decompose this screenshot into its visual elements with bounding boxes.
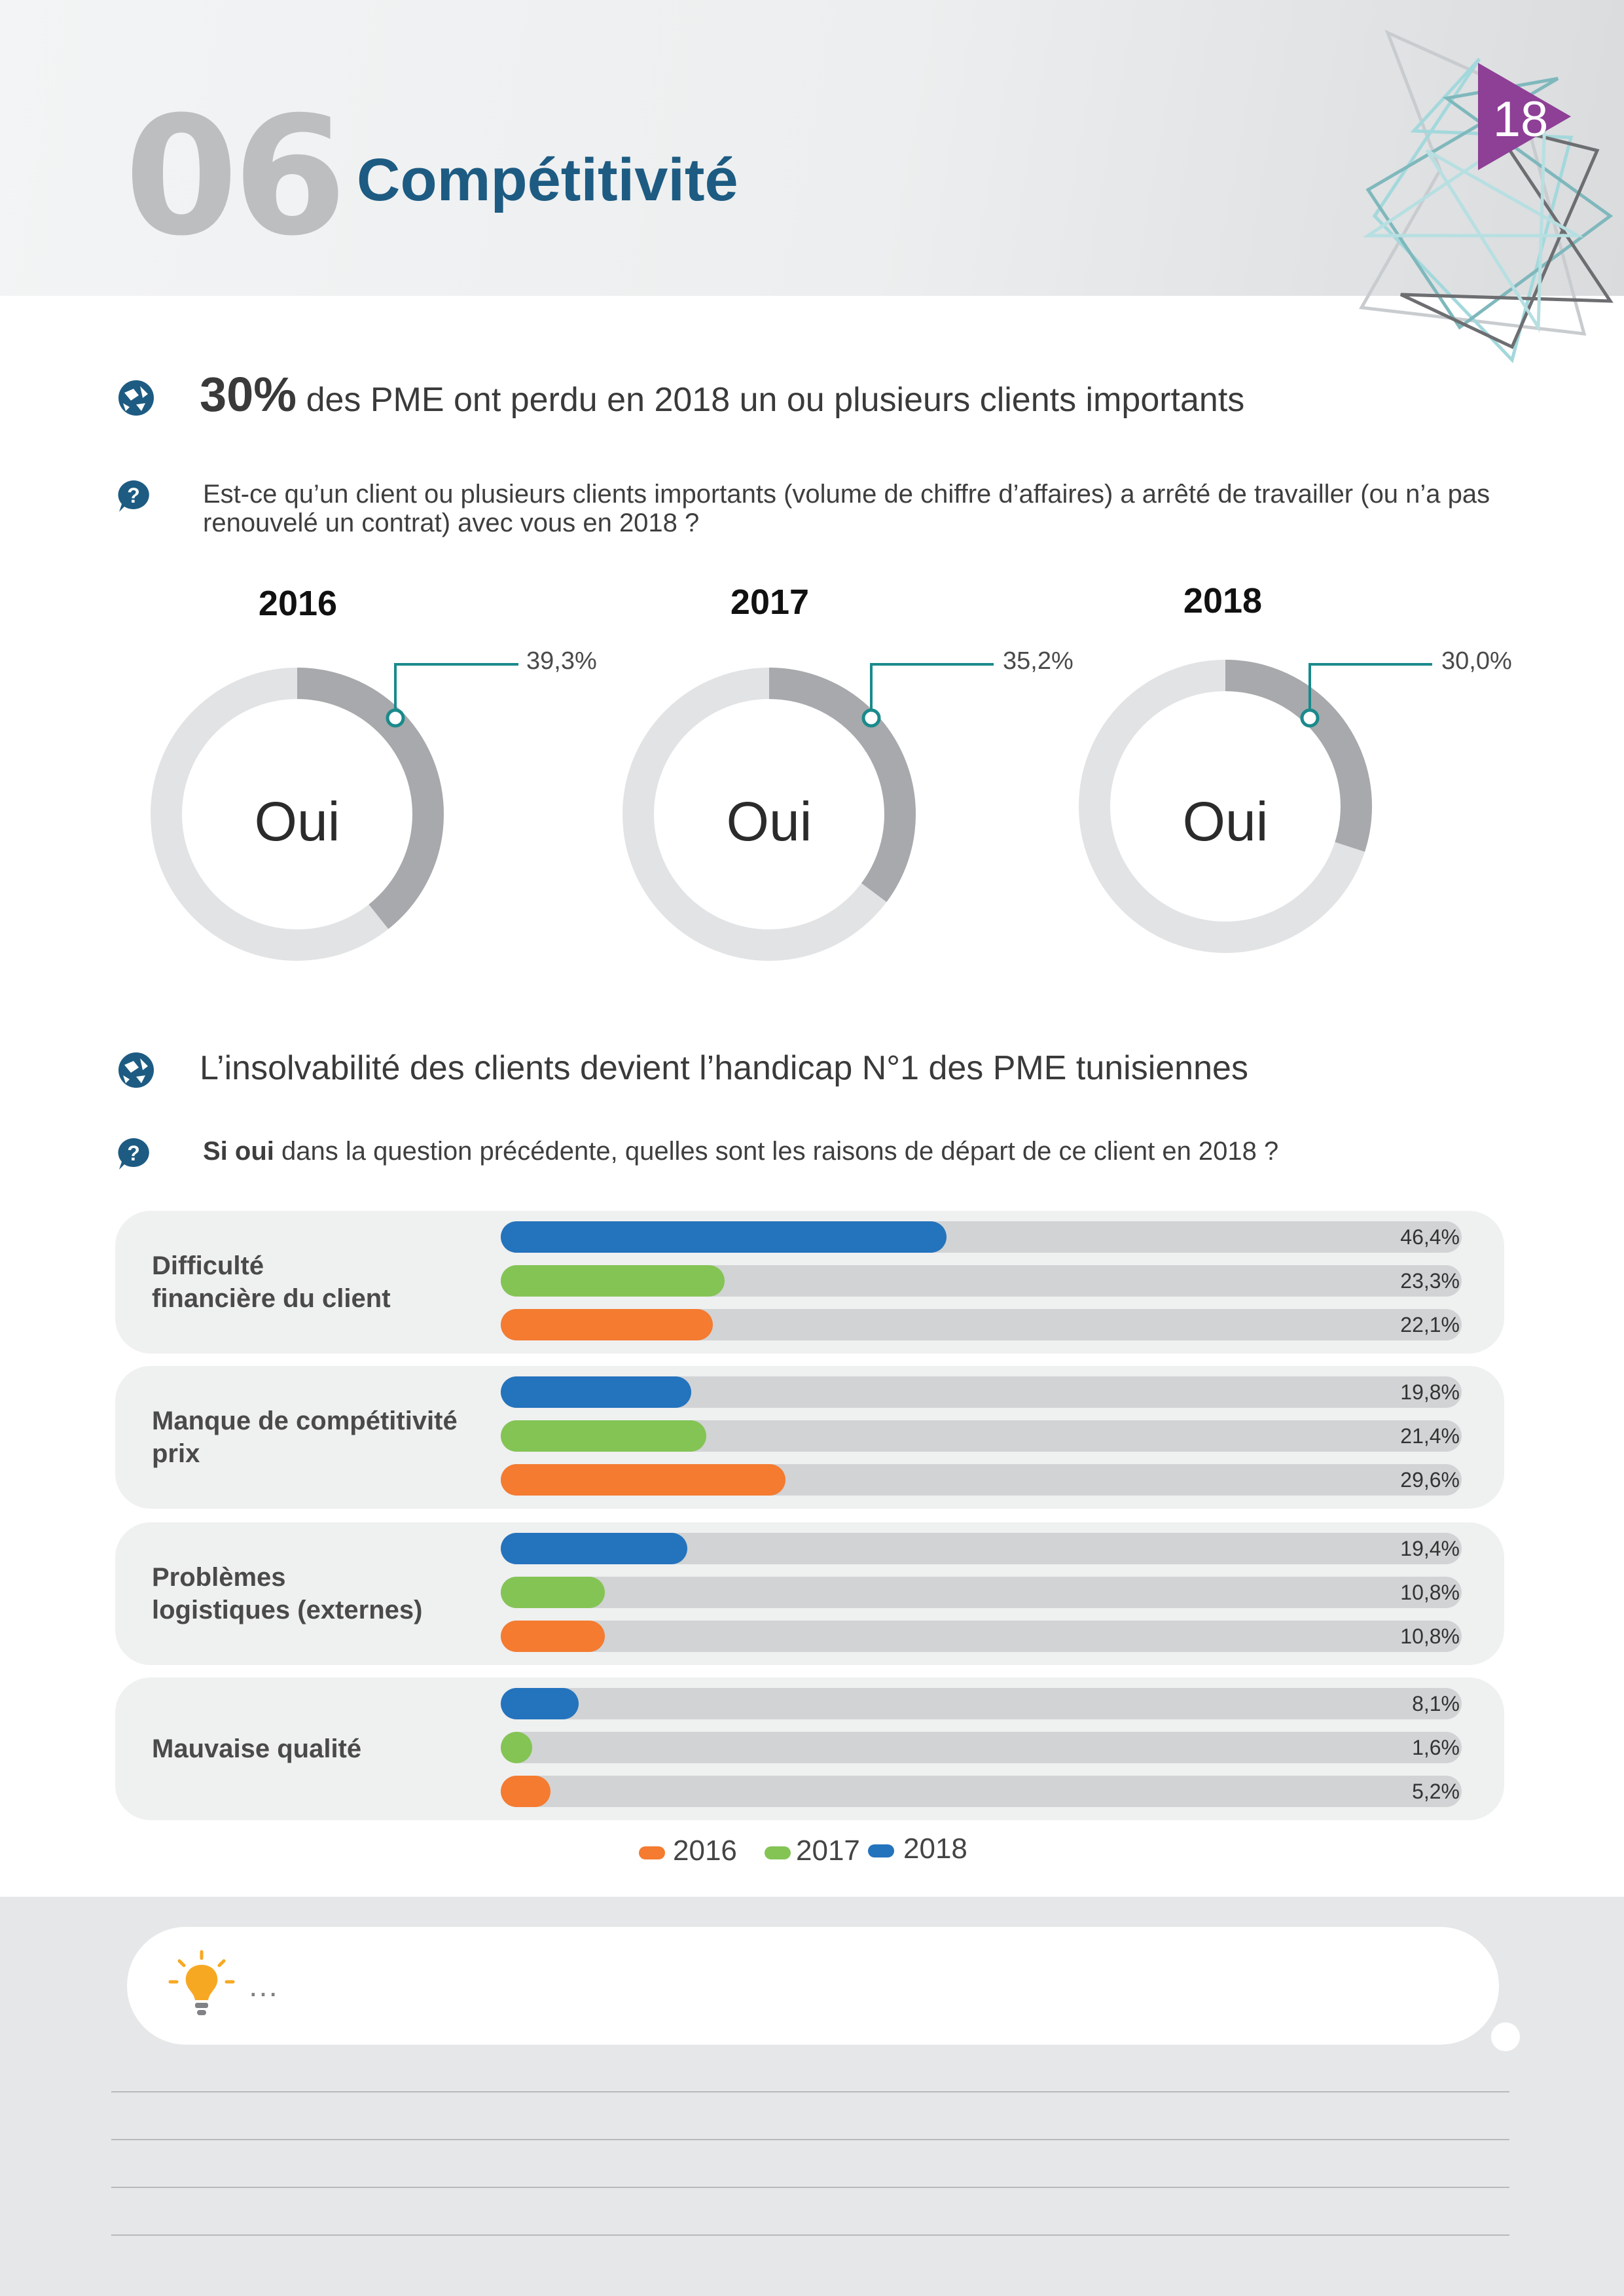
page-number: 18 [1492, 92, 1549, 147]
globe-icon [118, 1052, 154, 1088]
donut-value-segment [1079, 660, 1372, 953]
svg-text:?: ? [127, 484, 140, 507]
bar-value-label: 22,1% [1400, 1313, 1460, 1336]
donut-chart-2017 [623, 668, 916, 961]
bar-2018 [501, 1221, 947, 1253]
bar-track [501, 1420, 1462, 1452]
leader-dot-2017 [861, 708, 881, 728]
question-rest: dans la question précédente, quelles son… [281, 1137, 1279, 1166]
bar-track [501, 1376, 1462, 1408]
bar-value-label: 19,8% [1400, 1380, 1460, 1404]
bar-2018 [501, 1688, 579, 1719]
bar-2017 [501, 1732, 532, 1763]
category-label: Manque de compétitivité prix [152, 1407, 458, 1468]
donut-center-label-2016: Oui [254, 791, 340, 852]
donut-value-label-2017: 35,2% [1003, 647, 1074, 675]
bar-track [501, 1688, 1462, 1719]
bar-track [501, 1577, 1462, 1608]
question-icon: ? [118, 1138, 149, 1170]
bar-track [501, 1265, 1462, 1297]
note-line-2 [111, 2139, 1509, 2140]
bar-2018 [501, 1376, 691, 1408]
donut-center-label-2018: Oui [1182, 791, 1269, 852]
bar-2016 [501, 1776, 551, 1807]
leader-dot-2018 [1300, 708, 1320, 728]
svg-text:?: ? [127, 1141, 140, 1165]
question-bold: Si oui [203, 1137, 274, 1166]
legend-label-2016: 2016 [673, 1835, 737, 1867]
bar-value-label: 46,4% [1400, 1225, 1460, 1249]
bar-track [501, 1776, 1462, 1807]
bar-value-label: 1,6% [1412, 1736, 1460, 1759]
donut-value-segment [623, 668, 916, 961]
section-title-clients-lost: 30% des PME ont perdu en 2018 un ou plus… [200, 370, 1245, 423]
legend-swatch-2018 [868, 1844, 894, 1857]
donut-year-2016: 2016 [258, 584, 338, 623]
bar-track [501, 1309, 1462, 1340]
bar-track [501, 1621, 1462, 1652]
donut-chart-2018 [1079, 660, 1372, 953]
leader-line-2017 [870, 663, 994, 717]
leader-line-2016 [394, 663, 518, 717]
question-text-2: Si oui dans la question précédente, quel… [203, 1137, 1512, 1166]
bar-value-label: 5,2% [1412, 1780, 1460, 1803]
note-line-4 [111, 2234, 1509, 2236]
bar-2016 [501, 1464, 785, 1496]
question-text-1: Est-ce qu’un client ou plusieurs clients… [203, 480, 1512, 537]
legend-swatch-2017 [765, 1846, 791, 1859]
note-bubble[interactable] [127, 1927, 1499, 2045]
bar-track [501, 1533, 1462, 1564]
chapter-title: Compétitivité [357, 147, 738, 213]
section-title-text: des PME ont perdu en 2018 un ou plusieur… [306, 381, 1245, 419]
page-tag-triangle [1478, 63, 1571, 170]
legend-label-2018: 2018 [903, 1833, 967, 1865]
donut-chart-2016 [151, 668, 444, 961]
note-line-3 [111, 2187, 1509, 2188]
question-line-2: renouvelé un contrat) avec vous en 2018 … [203, 509, 700, 537]
question-icon: ? [118, 480, 149, 512]
bar-2017 [501, 1265, 725, 1297]
donut-year-2018: 2018 [1183, 581, 1263, 620]
header-band [0, 0, 1624, 296]
bar-2017 [501, 1577, 605, 1608]
note-line-1 [111, 2091, 1509, 2092]
donut-value-label-2016: 39,3% [526, 647, 597, 675]
donut-value-label-2018: 30,0% [1441, 647, 1512, 675]
bar-value-label: 10,8% [1400, 1624, 1460, 1648]
category-label: Mauvaise qualité [152, 1734, 362, 1763]
legend-swatch-2016 [639, 1846, 665, 1859]
bar-track [501, 1221, 1462, 1253]
category-label: Problèmes logistiques (externes) [152, 1563, 423, 1624]
note-ellipsis: … [247, 1969, 279, 2003]
bar-2016 [501, 1309, 713, 1340]
bar-value-label: 19,4% [1400, 1537, 1460, 1560]
globe-icon [118, 380, 154, 416]
legend-label-2017: 2017 [796, 1835, 860, 1867]
note-bubble-tail [1491, 2022, 1520, 2051]
donut-center-label-2017: Oui [726, 791, 812, 852]
chapter-number: 06 [124, 81, 347, 272]
question-line-1: Est-ce qu’un client ou plusieurs clients… [203, 480, 1490, 509]
donut-leader-lines [386, 663, 1432, 728]
star-decoration [1358, 29, 1614, 363]
bar-value-label: 23,3% [1400, 1269, 1460, 1293]
donut-year-2017: 2017 [730, 583, 810, 622]
bar-2018 [501, 1533, 687, 1564]
bar-value-label: 21,4% [1400, 1424, 1460, 1448]
bar-track [501, 1732, 1462, 1763]
bar-value-label: 10,8% [1400, 1581, 1460, 1604]
leader-dot-2016 [386, 708, 405, 728]
bar-track [501, 1464, 1462, 1496]
leader-line-2018 [1308, 663, 1432, 717]
bar-value-label: 29,6% [1400, 1468, 1460, 1492]
category-label: Difficulté financière du client [152, 1251, 391, 1313]
highlight-percentage: 30% [200, 367, 297, 422]
donut-value-segment [151, 668, 444, 961]
lightbulb-icon [168, 1950, 235, 2015]
bar-value-label: 8,1% [1412, 1692, 1460, 1715]
bar-2017 [501, 1420, 707, 1452]
section-title-insolvency: L’insolvabilité des clients devient l’ha… [200, 1049, 1248, 1087]
bar-2016 [501, 1621, 605, 1652]
